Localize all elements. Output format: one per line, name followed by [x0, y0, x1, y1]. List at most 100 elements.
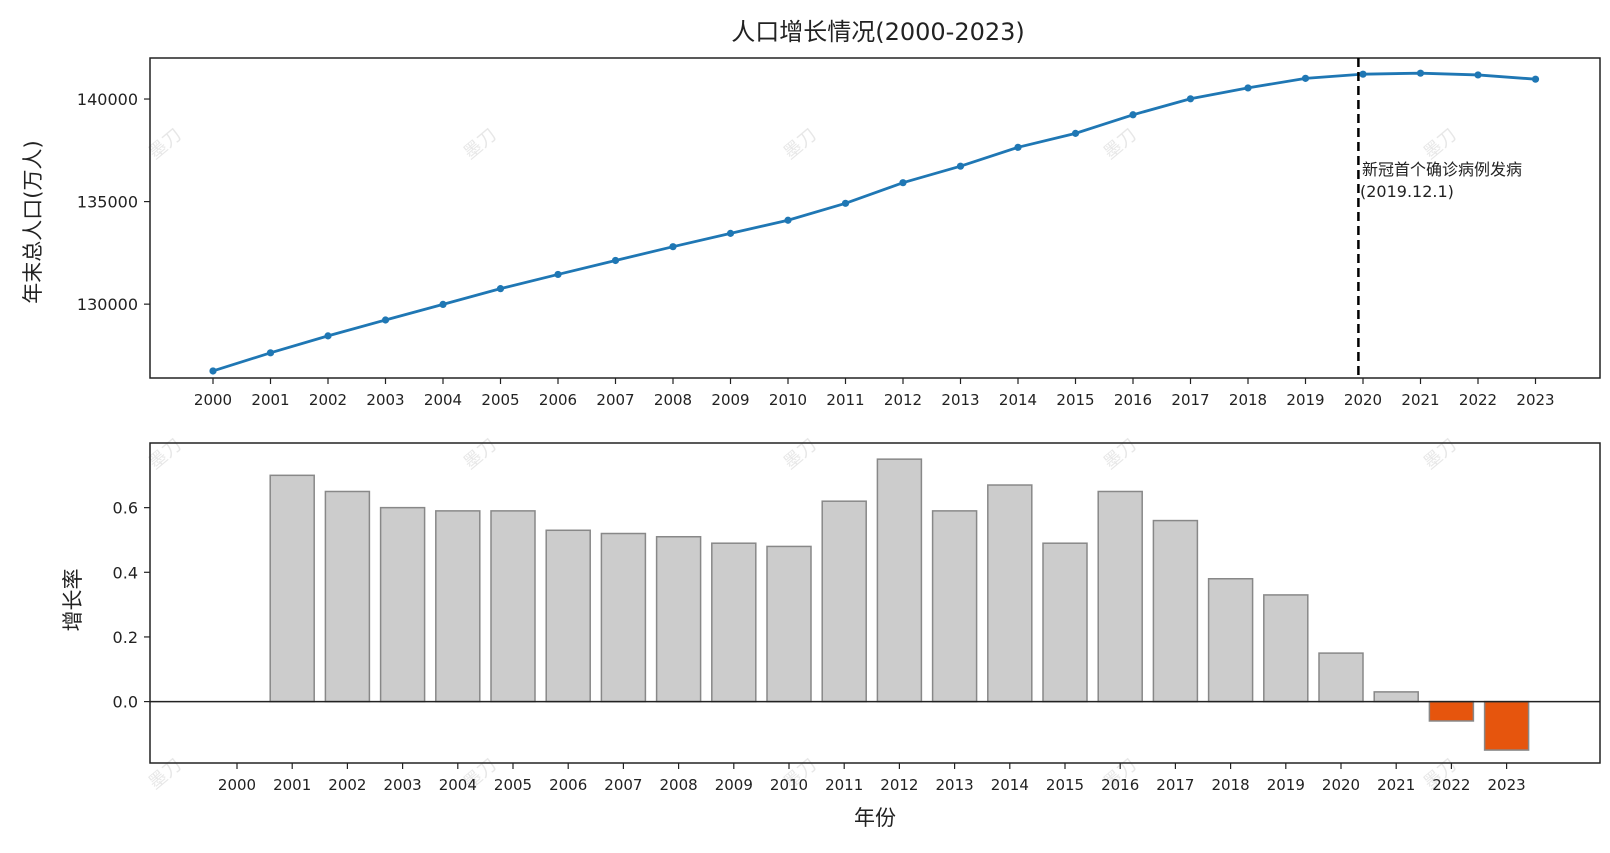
top-xtick-label: 2008 [654, 391, 692, 409]
bottom-xtick-label: 2019 [1267, 776, 1305, 794]
bottom-xtick-label: 2010 [770, 776, 808, 794]
top-plot-frame [149, 57, 1601, 379]
watermark-text: 墨刀 [145, 435, 186, 474]
bottom-xtick-label: 2011 [825, 776, 863, 794]
bottom-x-axis-label: 年份 [854, 806, 896, 830]
population-point [1186, 95, 1195, 103]
covid-annotation-line2: (2019.12.1) [1360, 182, 1454, 201]
top-xtick-label: 2001 [251, 391, 289, 409]
growth-bar [435, 510, 481, 703]
top-x-axis: 2000 2001 2002 2003 2004 2005 2006 2007 2008 2009… [194, 378, 1555, 409]
population-point [841, 199, 850, 207]
population-point [324, 332, 332, 340]
growth-bar [379, 506, 426, 703]
growth-bar [1483, 700, 1530, 751]
top-xtick-label: 2000 [194, 391, 232, 409]
growth-bar [876, 458, 923, 703]
growth-bar [1207, 578, 1254, 703]
top-xtick-label: 2023 [1516, 391, 1554, 409]
bottom-xtick-label: 2015 [1046, 776, 1084, 794]
bottom-xtick-label: 2002 [328, 776, 366, 794]
bottom-xtick-label: 2021 [1377, 776, 1415, 794]
population-point [496, 285, 505, 293]
bottom-ytick-label: 0.0 [113, 693, 138, 712]
bottom-xtick-label: 2012 [880, 776, 918, 794]
population-point [956, 162, 965, 170]
growth-bar [1097, 490, 1143, 703]
population-point [1531, 75, 1540, 83]
population-point [1014, 143, 1022, 151]
top-xtick-label: 2003 [366, 391, 404, 409]
bottom-xtick-label: 2018 [1212, 776, 1250, 794]
chart-title: 人口增长情况(2000-2023) [731, 18, 1025, 46]
watermark-text: 墨刀 [460, 125, 501, 164]
bottom-xtick-label: 2008 [660, 776, 698, 794]
bottom-ytick-label: 0.4 [113, 563, 138, 582]
watermark-text: 墨刀 [1420, 125, 1461, 164]
bottom-xtick-label: 2006 [549, 776, 587, 794]
top-xtick-label: 2018 [1229, 391, 1267, 409]
growth-bar [931, 510, 978, 703]
growth-bars [269, 458, 1530, 751]
population-point [669, 243, 677, 251]
growth-bar [490, 510, 536, 703]
bottom-xtick-label: 2004 [439, 776, 477, 794]
growth-bar [821, 500, 867, 703]
bottom-y-axis-label: 增长率 [61, 569, 85, 632]
bottom-xtick-label: 2013 [936, 776, 974, 794]
growth-rate-bar-chart: 0.00.20.40.6 2000 2001 2002 2003 2004 2005 200… [61, 442, 1601, 830]
growth-bar [1263, 594, 1309, 703]
growth-bar [600, 532, 647, 703]
growth-bar [711, 542, 757, 703]
bottom-xtick-label: 2003 [384, 776, 422, 794]
top-xtick-label: 2009 [711, 391, 749, 409]
bottom-xtick-label: 2005 [494, 776, 532, 794]
top-xtick-label: 2015 [1056, 391, 1094, 409]
top-xtick-label: 2002 [309, 391, 347, 409]
top-xtick-label: 2007 [596, 391, 634, 409]
top-xtick-label: 2019 [1286, 391, 1324, 409]
top-ytick-label: 130000 [77, 295, 138, 314]
population-point [784, 216, 792, 224]
top-ytick-label: 140000 [77, 90, 138, 109]
bottom-xtick-label: 2022 [1432, 776, 1470, 794]
population-point [1244, 84, 1252, 92]
bottom-xtick-label: 2014 [991, 776, 1029, 794]
population-point [899, 179, 907, 187]
bottom-xtick-label: 2017 [1156, 776, 1194, 794]
population-point [726, 229, 735, 237]
growth-bar [655, 535, 702, 703]
watermark-text: 墨刀 [1100, 125, 1141, 164]
bottom-ytick-label: 0.6 [113, 499, 138, 518]
growth-bar [1042, 542, 1088, 703]
bottom-xtick-label: 2001 [273, 776, 311, 794]
bottom-xtick-label: 2023 [1488, 776, 1526, 794]
watermark-text: 墨刀 [780, 435, 821, 474]
top-ytick-label: 135000 [77, 193, 138, 212]
population-series [209, 69, 1540, 375]
top-xtick-label: 2021 [1401, 391, 1439, 409]
growth-bar [545, 529, 591, 703]
top-xtick-label: 2020 [1344, 391, 1382, 409]
top-xtick-label: 2014 [999, 391, 1037, 409]
covid-annotation-line1: 新冠首个确诊病例发病 [1362, 160, 1522, 179]
population-point [1474, 71, 1482, 79]
population-point [611, 256, 620, 265]
top-xtick-label: 2012 [884, 391, 922, 409]
top-xtick-label: 2005 [481, 391, 519, 409]
population-point [1129, 111, 1137, 119]
growth-bar [1373, 691, 1419, 703]
growth-bar [1318, 652, 1364, 703]
bottom-xtick-label: 2007 [604, 776, 642, 794]
bottom-xtick-label: 2020 [1322, 776, 1360, 794]
top-xtick-label: 2016 [1114, 391, 1152, 409]
watermark-text: 墨刀 [145, 755, 186, 794]
growth-bar [324, 490, 371, 703]
population-point [1359, 70, 1367, 78]
watermark-text: 墨刀 [1420, 435, 1461, 474]
growth-bar [766, 545, 812, 703]
watermark-text: 墨刀 [145, 125, 186, 164]
bottom-x-axis: 2000 2001 2002 2003 2004 2005 2006 2007 2008 2009… [218, 763, 1526, 794]
